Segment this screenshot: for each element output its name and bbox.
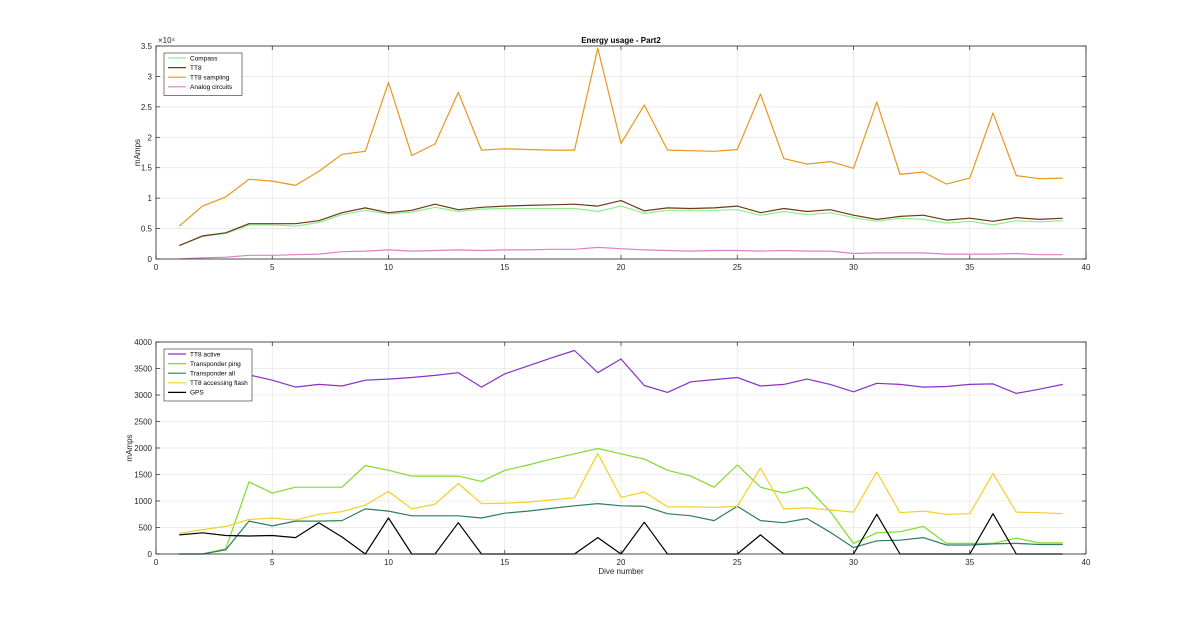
- x-tick-label: 25: [733, 263, 742, 272]
- y-tick-label: 4000: [134, 338, 152, 347]
- y-exponent-label: ×10⁴: [158, 36, 176, 45]
- y-tick-label: 3: [148, 72, 153, 81]
- legend-label: TT8: [190, 65, 202, 72]
- x-tick-label: 15: [500, 263, 509, 272]
- legend-label: TT8 sampling: [190, 75, 230, 82]
- x-tick-label: 5: [270, 263, 275, 272]
- x-tick-label: 0: [154, 263, 159, 272]
- x-tick-label: 35: [965, 263, 974, 272]
- legend-box: [163, 52, 243, 96]
- x-tick-label: 0: [154, 558, 159, 567]
- x-tick-label: 20: [617, 263, 626, 272]
- legend-label: TT8 accessing flash: [190, 380, 248, 387]
- legend-label: Analog circuits: [190, 84, 233, 91]
- legend: Compass TT8 TT8 sampling Analog circuits: [163, 52, 243, 96]
- y-tick-label: 0.5: [141, 225, 153, 234]
- x-tick-label: 30: [849, 558, 858, 567]
- y-tick-label: 1: [148, 194, 153, 203]
- legend: TT8 active Transponder ping Transponder al…: [163, 348, 253, 402]
- y-tick-label: 3.5: [141, 42, 153, 51]
- y-tick-label: 2: [148, 133, 153, 142]
- y-tick-label: 1.5: [141, 164, 153, 173]
- y-tick-label: 2000: [134, 444, 152, 453]
- y-tick-label: 3000: [134, 391, 152, 400]
- axes-box: [155, 341, 1087, 555]
- legend-label: Transponder all: [190, 371, 235, 378]
- x-tick-label: 10: [384, 263, 393, 272]
- y-tick-label: 2500: [134, 418, 152, 427]
- x-tick-label: 5: [270, 558, 275, 567]
- series-line-tt8-accessing-flash: [179, 452, 1063, 534]
- axes-box: [155, 45, 1087, 260]
- legend-label: GPS: [190, 390, 204, 397]
- x-tick-label: 25: [733, 558, 742, 567]
- y-tick-label: 1500: [134, 471, 152, 480]
- series-line-tt8: [179, 200, 1063, 247]
- y-tick-label: 500: [139, 524, 153, 533]
- series-line-transponder-ping: [179, 447, 1063, 555]
- x-tick-label: 15: [500, 558, 509, 567]
- x-tick-label: 10: [384, 558, 393, 567]
- series-line-transponder-all: [179, 503, 1063, 555]
- y-tick-label: 2.5: [141, 103, 153, 112]
- x-tick-label: 20: [617, 558, 626, 567]
- legend-label: TT8 active: [190, 351, 221, 358]
- y-axis-label: mAmps: [125, 434, 134, 461]
- chart-1: 0 5 10 15 20 25 30 35 40 0 0.5 1 1.5 2 2.5 3 3.5 ×10⁴ Ener…: [133, 36, 1091, 272]
- x-tick-label: 40: [1082, 558, 1091, 567]
- y-axis-label: mAmps: [133, 139, 142, 166]
- x-tick-label: 35: [965, 558, 974, 567]
- x-axis-label: Dive number: [598, 567, 644, 576]
- legend-label: Transponder ping: [190, 361, 241, 368]
- y-tick-label: 0: [148, 255, 153, 264]
- chart-2: 0 5 10 15 20 25 30 35 40 0 500 1000 1500 2000 2500 3000…: [125, 338, 1091, 576]
- legend-label: Compass: [190, 55, 218, 62]
- chart-title: Energy usage - Part2: [581, 36, 661, 45]
- x-tick-label: 40: [1082, 263, 1091, 272]
- series-line-tt8-sampling: [178, 47, 1063, 227]
- y-tick-label: 0: [148, 550, 153, 559]
- y-tick-label: 1000: [134, 497, 152, 506]
- series-line-compass: [179, 205, 1063, 247]
- series-line-tt8-active: [179, 349, 1063, 401]
- series-line-analog-circuits: [179, 246, 1063, 260]
- x-tick-label: 30: [849, 263, 858, 272]
- y-tick-label: 3500: [134, 365, 152, 374]
